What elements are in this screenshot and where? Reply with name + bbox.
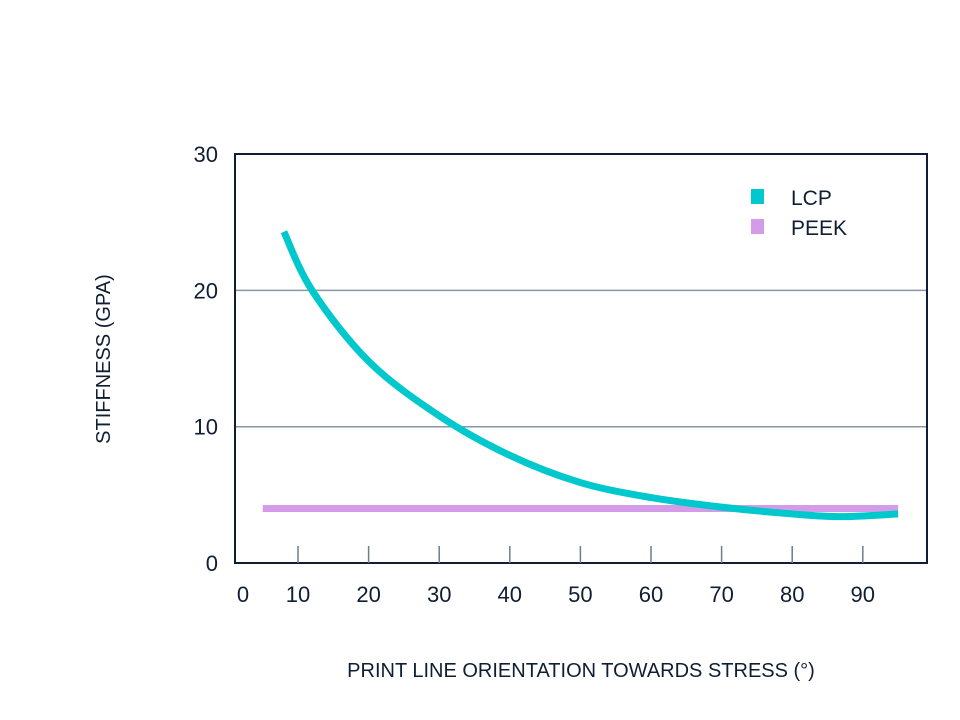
x-tick-label-10: 10 bbox=[286, 582, 310, 607]
x-tick-label-80: 80 bbox=[780, 582, 804, 607]
y-tick-label-10: 10 bbox=[194, 415, 218, 440]
legend-swatch-lcp bbox=[751, 189, 764, 204]
series-line-lcp bbox=[280, 230, 899, 521]
x-tick-label-60: 60 bbox=[639, 582, 663, 607]
legend-label-lcp: LCP bbox=[791, 187, 832, 210]
legend-label-peek: PEEK bbox=[791, 217, 847, 240]
y-tick-label-0: 0 bbox=[206, 551, 218, 576]
legend-swatch-peek bbox=[751, 219, 764, 234]
x-tick-label-90: 90 bbox=[851, 582, 875, 607]
x-tick-label-50: 50 bbox=[568, 582, 592, 607]
y-tick-label-20: 20 bbox=[194, 278, 218, 303]
y-tick-label-30: 30 bbox=[194, 142, 218, 167]
x-tick-label-70: 70 bbox=[709, 582, 733, 607]
x-tick-label-40: 40 bbox=[498, 582, 522, 607]
x-tick-label-0: 0 bbox=[237, 582, 249, 607]
plot-frame bbox=[234, 153, 928, 564]
x-tick-label-20: 20 bbox=[356, 582, 380, 607]
y-axis-label: STIFFNESS (GPA) bbox=[93, 274, 115, 444]
x-tick-label-30: 30 bbox=[427, 582, 451, 607]
x-axis-label: PRINT LINE ORIENTATION TOWARDS STRESS (°… bbox=[347, 660, 815, 682]
